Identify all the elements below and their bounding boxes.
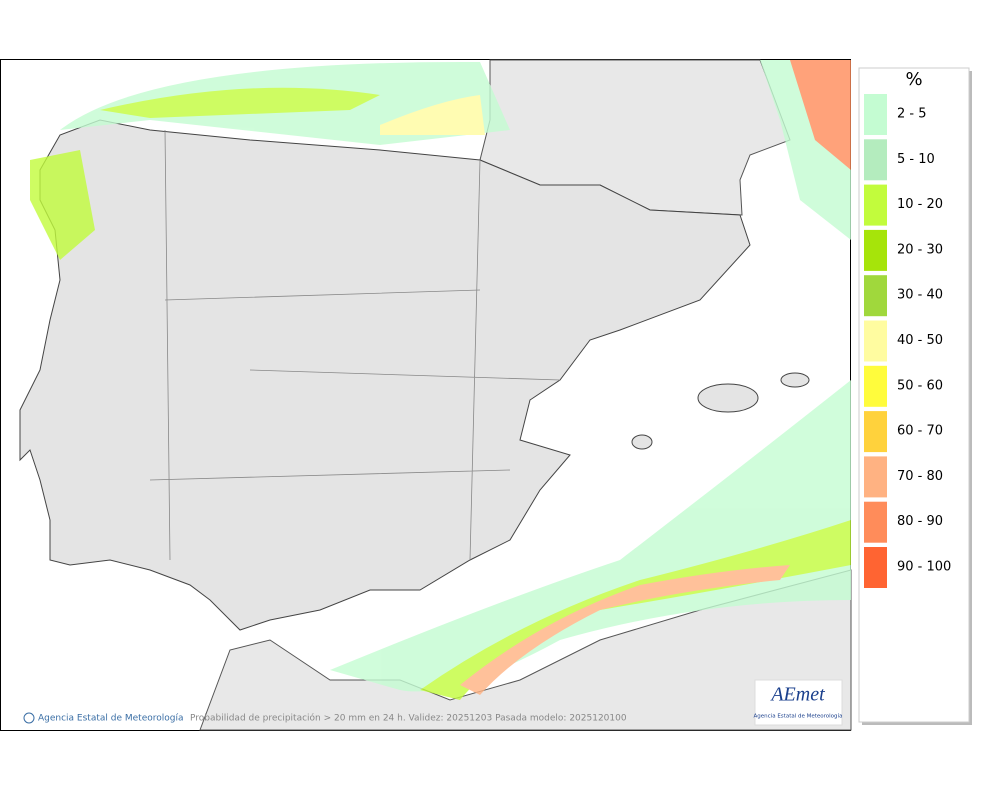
- legend-label: 40 - 50: [897, 333, 943, 348]
- region-borders: [149, 129, 561, 561]
- legend-label: 90 - 100: [897, 560, 951, 575]
- legend-swatch: [864, 139, 887, 181]
- legend-swatch: [864, 184, 887, 226]
- legend-swatch: [864, 275, 887, 317]
- legend-label: 70 - 80: [897, 469, 943, 484]
- iberia: [19, 119, 751, 631]
- precipitation: [30, 60, 851, 700]
- logo-brand: AEmet: [769, 684, 825, 706]
- legend-swatch: [864, 547, 887, 588]
- legend-swatch: [864, 501, 887, 543]
- legend-label: 5 - 10: [897, 152, 935, 167]
- logo-box: [754, 679, 843, 726]
- copyright-icon: [23, 712, 35, 724]
- agency-credit: Agencia Estatal de Meteorología: [38, 714, 184, 724]
- map: Agencia Estatal de Meteorología Probabil…: [0, 59, 852, 731]
- legend-label: 50 - 60: [897, 378, 943, 393]
- menorca: [780, 372, 810, 388]
- logo-subtitle: Agencia Estatal de Meteorología: [754, 713, 843, 720]
- legend-swatch: [864, 365, 887, 407]
- legend-title: %: [905, 69, 922, 90]
- legend-label: 60 - 70: [897, 424, 943, 439]
- legend-swatch: [864, 94, 887, 135]
- legend-swatch: [864, 229, 887, 271]
- legend-label: 80 - 90: [897, 514, 943, 529]
- legend-label: 2 - 5: [897, 107, 927, 122]
- legend-label: 20 - 30: [897, 242, 943, 257]
- legend-swatch: [864, 456, 887, 498]
- mallorca: [697, 383, 759, 413]
- legend-label: 30 - 40: [897, 288, 943, 303]
- legend-label: 10 - 20: [897, 197, 943, 212]
- ibiza: [631, 434, 653, 450]
- legend: % 2 - 5 5 - 10 10 - 20 20 - 30 30 - 40 40 - 5…: [858, 67, 972, 725]
- legend-swatch: [864, 320, 887, 362]
- legend-swatch: [864, 411, 887, 453]
- map-description: Probabilidad de precipitación > 20 mm en…: [190, 713, 627, 724]
